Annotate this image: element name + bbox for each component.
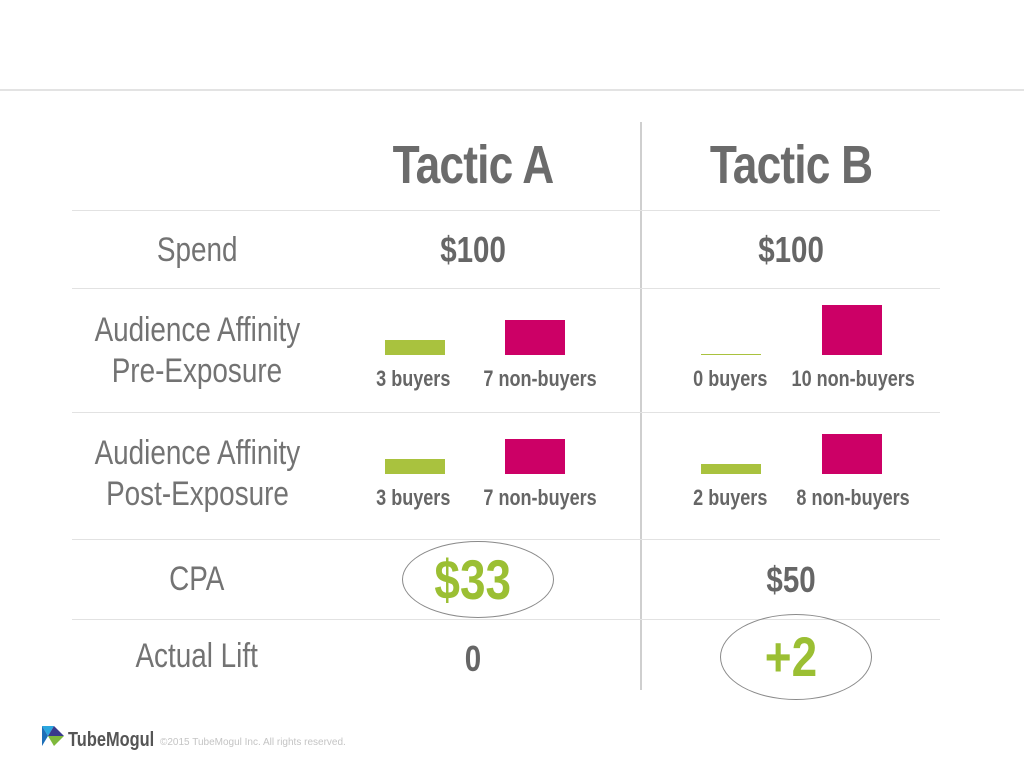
post-exposure-a-nonbuyers-bar bbox=[505, 439, 565, 474]
tactic-a-header: Tactic A bbox=[392, 135, 555, 195]
pre-exposure-b-nonbuyers-bar bbox=[822, 305, 882, 355]
post-exposure-b-buyers-bar bbox=[701, 464, 761, 474]
actual-lift-label: Actual Lift bbox=[135, 637, 259, 675]
row-divider bbox=[72, 539, 940, 540]
pre-exposure-a-buyers-bar bbox=[385, 340, 445, 355]
cpa-label: CPA bbox=[169, 560, 225, 598]
pre-exposure-a-nonbuyers-bar bbox=[505, 320, 565, 355]
cpa-value-a: $33 bbox=[434, 548, 512, 611]
pre-exposure-b-buyers-label: 0 buyers bbox=[692, 366, 768, 391]
post-exposure-a-buyers-bar bbox=[385, 459, 445, 474]
pre-exposure-label: Audience Affinity Pre-Exposure bbox=[94, 311, 301, 390]
row-divider bbox=[72, 288, 940, 289]
lift-value-a: 0 bbox=[464, 638, 482, 679]
pre-exposure-a-buyers-label: 3 buyers bbox=[375, 366, 451, 391]
lift-value-b: +2 bbox=[764, 625, 818, 688]
spend-label: Spend bbox=[156, 231, 238, 269]
brand-name: TubeMogul bbox=[68, 729, 155, 751]
spend-value-a: $100 bbox=[440, 229, 506, 270]
column-divider bbox=[640, 122, 642, 690]
post-exposure-b-nonbuyers-label: 8 non-buyers bbox=[796, 485, 910, 510]
post-exposure-b-nonbuyers-bar bbox=[822, 434, 882, 474]
tactic-b-header: Tactic B bbox=[709, 135, 873, 195]
cpa-a-highlight-ellipse bbox=[402, 541, 554, 618]
lift-b-highlight-ellipse bbox=[720, 614, 872, 700]
post-exposure-a-nonbuyers-label: 7 non-buyers bbox=[483, 485, 597, 510]
post-exposure-a-buyers-label: 3 buyers bbox=[375, 485, 451, 510]
post-exposure-label: Audience Affinity Post-Exposure bbox=[94, 434, 301, 513]
row-divider bbox=[72, 412, 940, 413]
pre-exposure-b-nonbuyers-label: 10 non-buyers bbox=[791, 366, 915, 391]
row-divider bbox=[72, 619, 940, 620]
cpa-value-b: $50 bbox=[766, 559, 816, 600]
tubemogul-logo-icon bbox=[40, 724, 66, 753]
pre-exposure-b-buyers-bar bbox=[701, 354, 761, 355]
spend-value-b: $100 bbox=[758, 229, 824, 270]
row-divider bbox=[72, 210, 940, 211]
post-exposure-b-buyers-label: 2 buyers bbox=[692, 485, 768, 510]
pre-exposure-a-nonbuyers-label: 7 non-buyers bbox=[483, 366, 597, 391]
header-divider bbox=[0, 89, 1024, 91]
copyright-text: ©2015 TubeMogul Inc. All rights reserved… bbox=[160, 737, 346, 748]
